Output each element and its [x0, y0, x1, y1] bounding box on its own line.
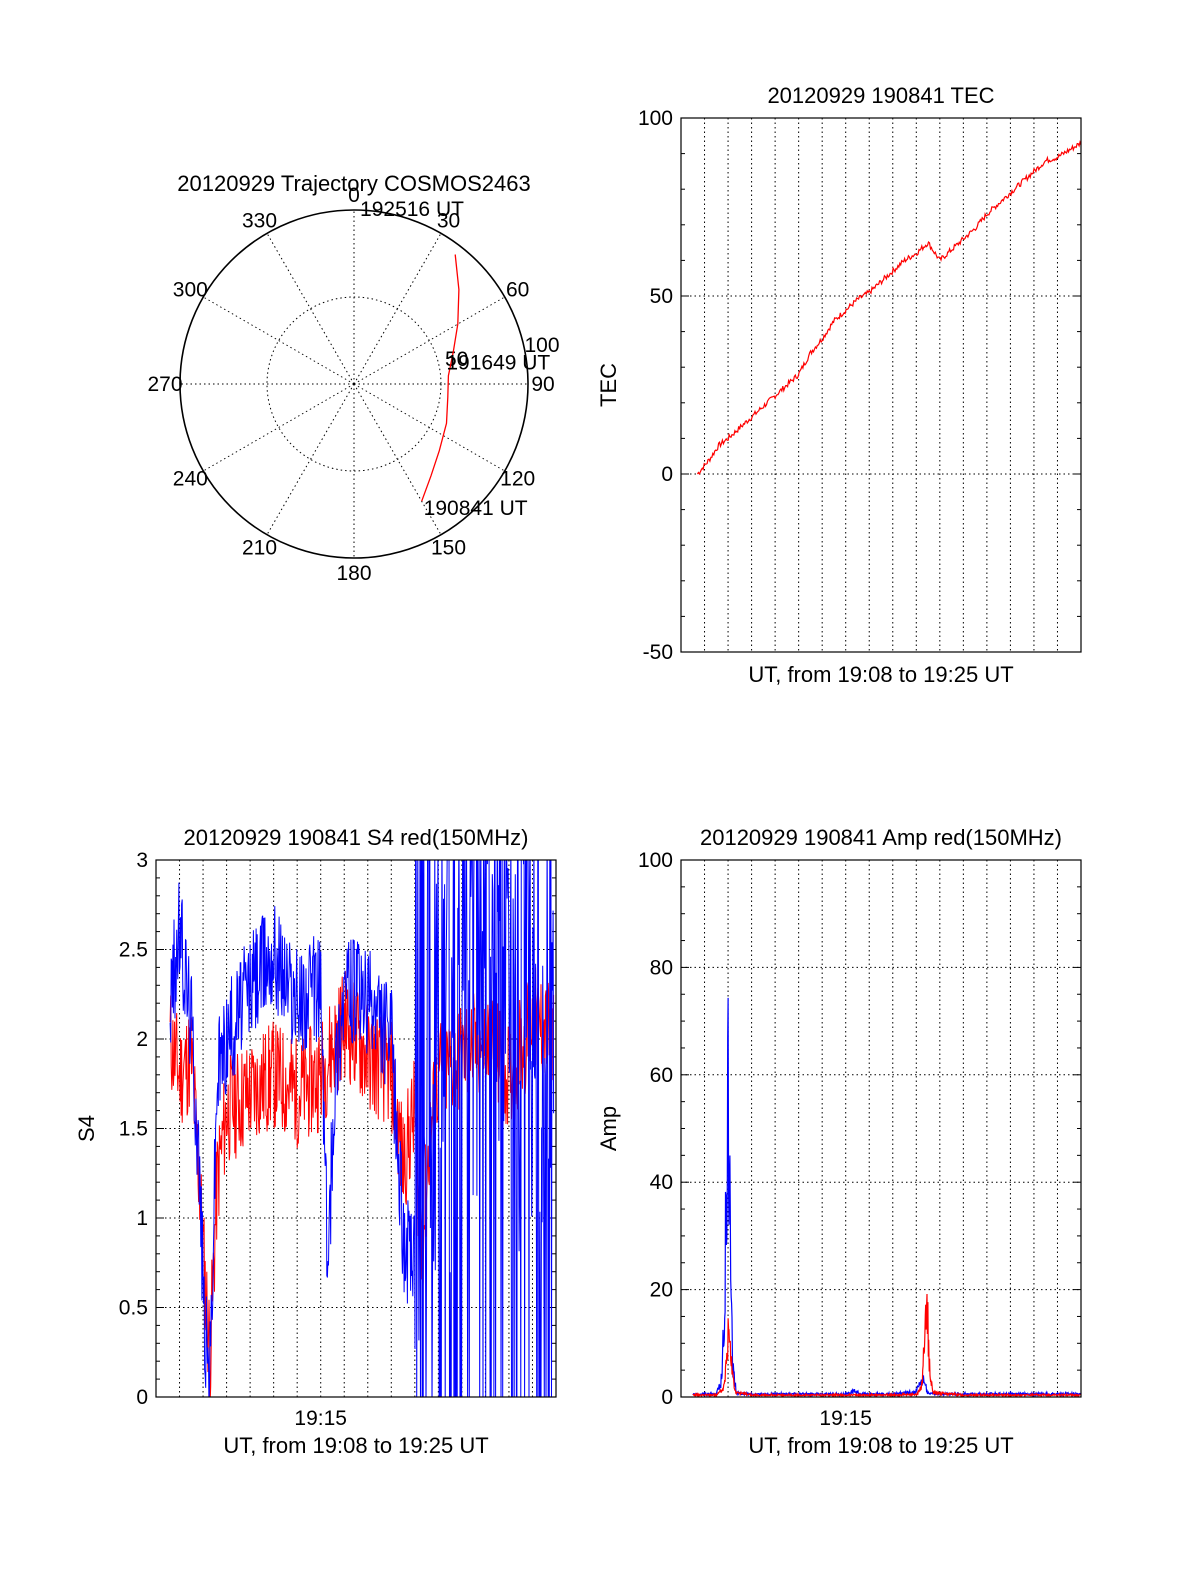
polar-spoke — [353, 383, 442, 535]
azimuth-label: 60 — [506, 279, 529, 302]
plot-title: 20120929 190841 Amp red(150MHz) — [700, 825, 1062, 850]
plot-title: 20120929 190841 TEC — [767, 83, 994, 108]
plot-frame — [680, 117, 1082, 653]
azimuth-label: 90 — [531, 373, 554, 396]
polar-spoke — [266, 233, 355, 385]
y-tick-label: 100 — [638, 107, 673, 130]
x-axis-label: UT, from 19:08 to 19:25 UT — [748, 1433, 1013, 1458]
y-tick-label: 1.5 — [119, 1118, 148, 1141]
y-axis-label: TEC — [596, 363, 621, 407]
x-axis-label: UT, from 19:08 to 19:25 UT — [748, 662, 1013, 687]
azimuth-label: 150 — [431, 537, 466, 560]
s4-series-blue — [169, 860, 555, 1397]
azimuth-label: 180 — [336, 562, 371, 585]
polar-title: 20120929 Trajectory COSMOS2463 — [177, 171, 530, 196]
plot-frame — [155, 859, 557, 1398]
azimuth-label: 210 — [242, 537, 277, 560]
polar-spoke — [203, 296, 355, 385]
y-axis-label: S4 — [74, 1115, 99, 1142]
radius-label: 100 — [524, 334, 559, 357]
y-tick-label: 3 — [136, 849, 148, 872]
y-tick-label: 0 — [136, 1386, 148, 1409]
y-tick-label: 40 — [650, 1171, 673, 1194]
polar-outer-circle — [179, 209, 529, 559]
y-tick-label: 80 — [650, 956, 673, 979]
y-tick-label: 1 — [136, 1207, 148, 1230]
polar-spoke — [203, 383, 355, 472]
y-tick-label: 60 — [650, 1064, 673, 1087]
y-tick-label: 2.5 — [119, 939, 148, 962]
y-tick-label: 2 — [136, 1028, 148, 1051]
time-annotation: 192516 UT — [360, 198, 464, 221]
polar-spoke — [353, 296, 505, 385]
azimuth-label: 330 — [242, 209, 277, 232]
x-tick-label: 19:15 — [294, 1407, 347, 1430]
time-annotation: 190841 UT — [424, 497, 528, 520]
plot-frame — [680, 859, 1082, 1398]
x-axis-label: UT, from 19:08 to 19:25 UT — [223, 1433, 488, 1458]
azimuth-label: 120 — [500, 468, 535, 491]
tec-series-line — [696, 140, 1081, 476]
y-tick-label: 0 — [661, 1386, 673, 1409]
azimuth-label: 270 — [147, 373, 182, 396]
azimuth-label: 0 — [348, 184, 360, 207]
time-annotation: 191649 UT — [446, 352, 550, 375]
y-axis-label: Amp — [596, 1106, 621, 1151]
azimuth-label: 300 — [173, 279, 208, 302]
polar-spoke — [353, 383, 505, 472]
azimuth-label: 240 — [173, 468, 208, 491]
y-tick-label: 0.5 — [119, 1297, 148, 1320]
y-tick-label: 100 — [638, 849, 673, 872]
plot-title: 20120929 190841 S4 red(150MHz) — [184, 825, 529, 850]
y-tick-label: 50 — [650, 285, 673, 308]
azimuth-label: 30 — [437, 209, 460, 232]
polar-spoke — [266, 383, 355, 535]
y-tick-label: 20 — [650, 1279, 673, 1302]
x-tick-label: 19:15 — [819, 1407, 872, 1430]
amp-series-blue — [692, 997, 1081, 1397]
satellite-track — [421, 254, 460, 502]
polar-spoke — [353, 233, 442, 385]
y-tick-label: 0 — [661, 463, 673, 486]
amp-series-red — [692, 1293, 1081, 1397]
y-tick-label: -50 — [643, 641, 673, 664]
